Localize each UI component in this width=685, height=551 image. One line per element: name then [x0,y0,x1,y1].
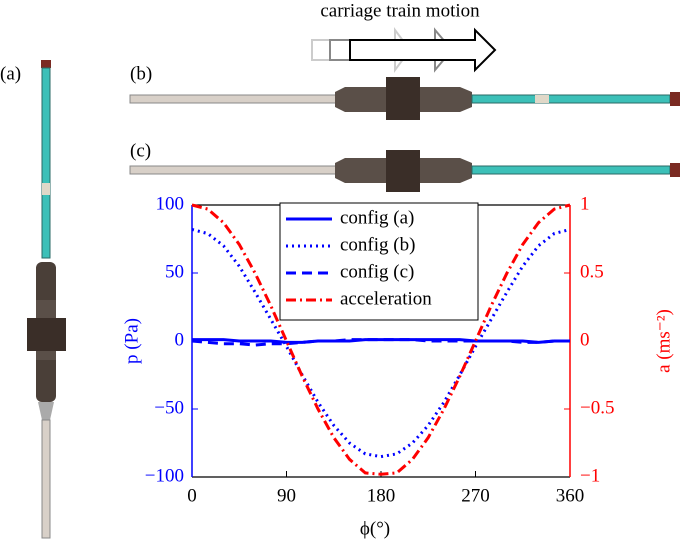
y-tick-label: −100 [145,465,184,486]
y2-tick-label: −0.5 [580,397,614,418]
x-tick-label: 270 [461,485,490,506]
x-tick-label: 0 [187,485,197,506]
panel-label: (b) [130,63,152,84]
annotation: carriage train motion [320,0,480,21]
panel-label: (a) [0,63,21,84]
motion-arrows [311,27,497,73]
y2-axis-label: a (ms⁻²) [653,309,674,373]
series-line [191,203,571,476]
x-tick-label: 360 [556,485,585,506]
y-tick-label: 50 [165,261,184,282]
series-line [192,338,570,344]
y2-tick-label: 1 [580,193,590,214]
y-tick-label: 0 [175,329,185,350]
x-tick-label: 180 [367,485,396,506]
y-tick-label: 100 [156,193,185,214]
train-c [129,150,680,192]
legend-label: config (a) [340,207,414,228]
y2-tick-label: 0.5 [580,261,604,282]
panel-label: (c) [130,140,151,161]
train-a [27,60,66,539]
y2-tick-label: 0 [580,329,590,350]
legend-label: config (b) [340,234,415,255]
x-tick-label: 90 [277,485,296,506]
x-axis-label: ϕ(°) [360,518,390,539]
y-tick-label: −50 [154,397,184,418]
train-b [129,77,680,120]
legend-label: config (c) [340,261,414,282]
y2-tick-label: −1 [580,465,600,486]
y-axis-label: p (Pa) [121,318,142,364]
legend-label: acceleration [340,288,432,309]
